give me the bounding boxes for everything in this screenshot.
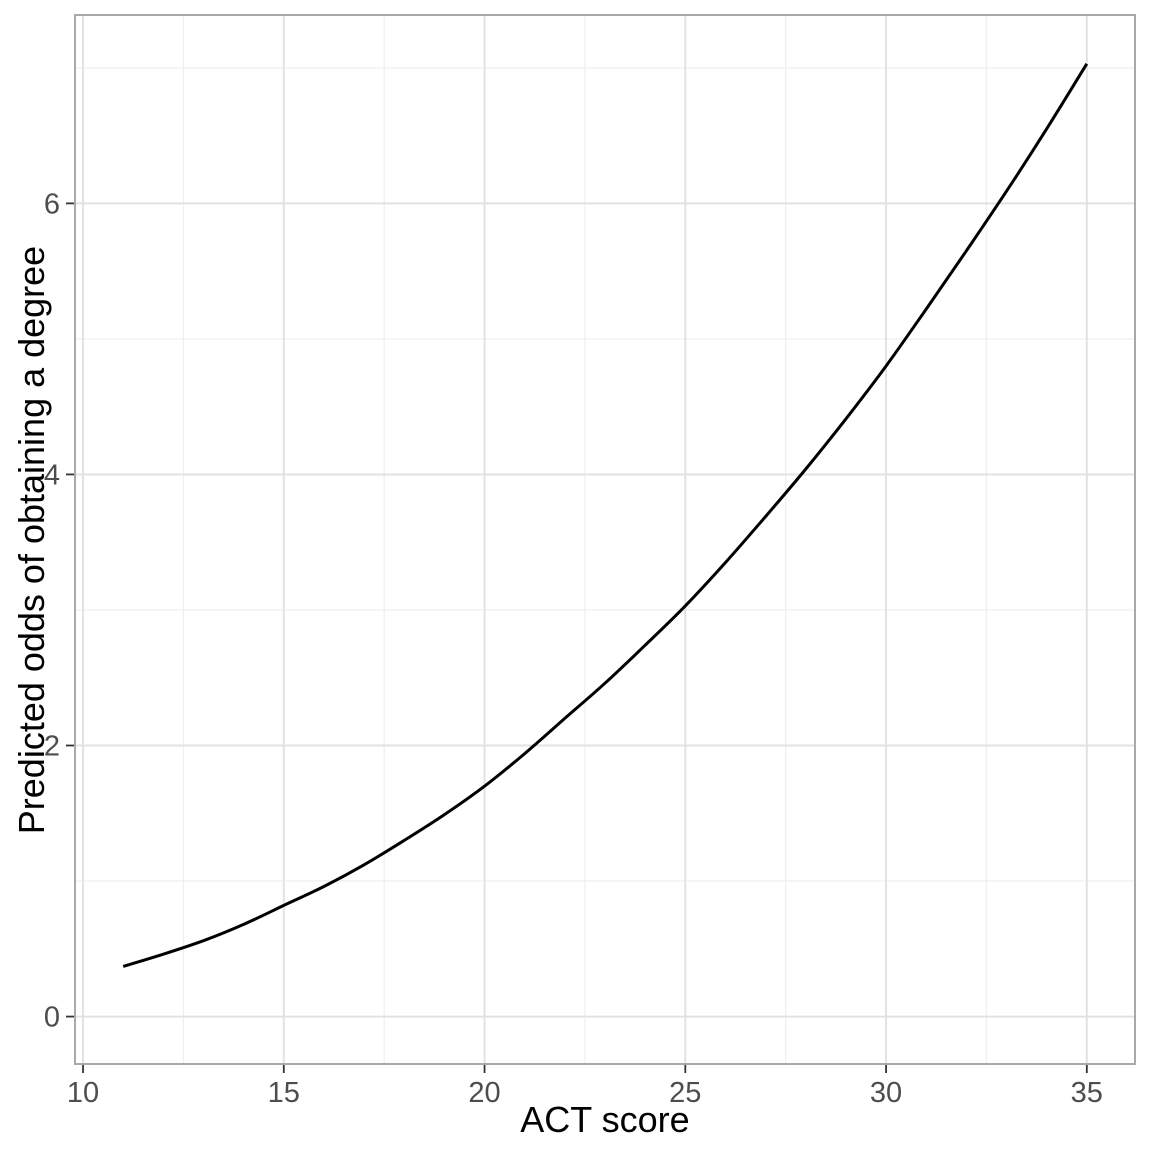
x-tick-label: 35 (1071, 1077, 1103, 1109)
panel-border (74, 14, 1136, 1065)
y-tick-label: 0 (44, 1002, 60, 1034)
x-axis-title: ACT score (520, 1099, 689, 1140)
x-tick-label: 10 (67, 1077, 99, 1109)
y-tick-label: 2 (44, 731, 60, 763)
x-tick-label: 15 (268, 1077, 300, 1109)
major-gridlines (75, 15, 1135, 1064)
x-tick-label: 20 (468, 1077, 500, 1109)
x-tick-label: 25 (669, 1077, 701, 1109)
y-tick-label: 4 (44, 459, 60, 491)
x-axis-tick-labels: 10 15 20 25 30 35 (67, 1077, 1103, 1109)
y-axis-tick-labels: 0 2 4 6 (44, 188, 60, 1033)
x-tick-label: 30 (870, 1077, 902, 1109)
axis-tick-marks (66, 202, 1088, 1073)
y-axis-title: Predicted odds of obtaining a degree (11, 246, 52, 834)
minor-gridlines (75, 15, 1135, 1064)
prediction-curve (122, 63, 1089, 968)
y-tick-label: 6 (44, 188, 60, 220)
